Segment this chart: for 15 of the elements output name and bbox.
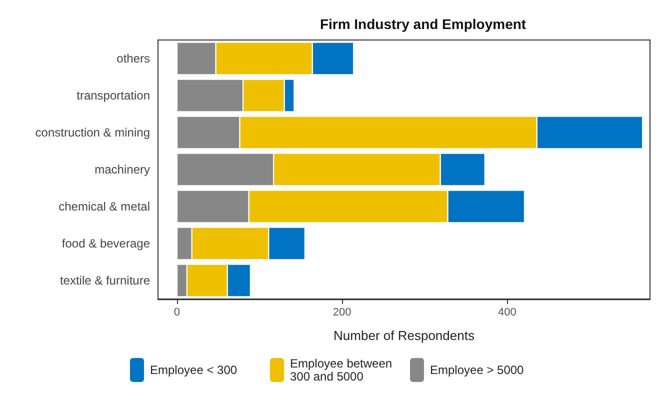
legend-label: Employee < 300 [150,363,238,377]
x-tick-label: 400 [498,306,516,318]
y-tick-label: chemical & metal [58,200,150,214]
legend-label: Employee > 5000 [430,363,524,377]
y-tick-label: machinery [94,162,150,176]
y-tick-label: construction & mining [35,126,150,140]
legend-label: Employee between 300 and 5000 [290,356,396,384]
y-tick-label: textile & furniture [60,274,150,288]
x-tick-label: 200 [332,306,352,318]
y-tick-label: others [116,52,150,66]
y-tick-label: transportation [76,88,150,102]
x-axis-title: Number of Respondents [334,328,475,343]
chart-title: Firm Industry and Employment [320,16,526,32]
x-tick-label: 0 [174,306,180,318]
y-tick-label: food & beverage [62,236,150,250]
